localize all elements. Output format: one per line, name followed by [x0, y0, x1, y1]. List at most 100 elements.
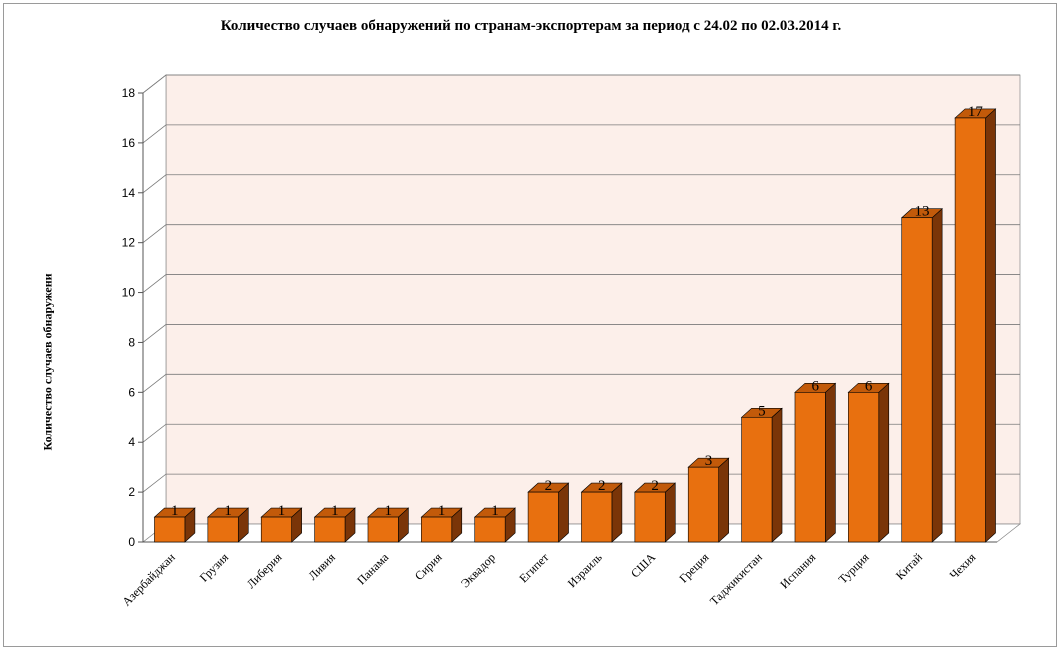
bar — [740, 407, 783, 543]
gridline — [142, 324, 1020, 343]
gridline — [142, 274, 1020, 293]
category-label: Греция — [676, 550, 712, 586]
gridline — [142, 224, 1020, 243]
data-labels: 1 1 1 1 1 1 1 2 2 2 3 5 6 6 13 17 — [171, 104, 983, 519]
bar — [313, 507, 356, 543]
bar-side — [878, 382, 890, 543]
gridline — [142, 74, 1020, 94]
bar — [900, 208, 943, 543]
bar-front — [314, 516, 346, 543]
category-label: Египет — [516, 550, 552, 586]
bar-front — [260, 516, 292, 543]
bar — [847, 382, 890, 543]
chart-title: Количество случаев обнаружений по страна… — [220, 18, 842, 34]
bar — [580, 482, 623, 543]
bar-front — [794, 392, 826, 543]
back-wall — [165, 74, 1021, 525]
y-tick-label: 6 — [128, 385, 135, 399]
grid-lines — [142, 74, 1020, 493]
category-label: Испания — [777, 550, 818, 591]
gridline — [142, 423, 1020, 443]
bar-front — [207, 516, 239, 543]
bar-front — [421, 516, 453, 543]
bar-side — [771, 407, 783, 543]
data-label: 1 — [384, 503, 392, 519]
bar-side — [611, 482, 623, 543]
category-label: Китай — [893, 550, 926, 583]
bar-side — [825, 382, 836, 543]
y-tick-label: 4 — [128, 435, 135, 449]
bar-side — [931, 208, 943, 543]
gridline — [142, 124, 1020, 144]
data-label: 2 — [598, 478, 606, 494]
y-tick-label: 12 — [122, 236, 136, 250]
bar-front — [527, 491, 559, 543]
category-label: Израиль — [565, 550, 605, 590]
y-tick-label: 18 — [122, 86, 136, 100]
bar — [153, 507, 196, 543]
bar — [954, 108, 997, 543]
data-label: 6 — [865, 378, 873, 394]
y-tick-label: 0 — [128, 535, 135, 549]
gridline — [142, 473, 1020, 493]
gridline — [142, 174, 1020, 194]
bar-front — [741, 416, 773, 543]
bar — [207, 507, 250, 543]
category-labels: Азербайджан Грузия Либерия Ливия Панама Сирия… — [119, 550, 978, 609]
category-label: Турция — [836, 550, 872, 586]
bar-front — [474, 516, 506, 543]
category-label: США — [628, 550, 658, 580]
category-label: Чехия — [947, 550, 979, 582]
bar-side — [664, 482, 676, 543]
bar — [473, 507, 516, 543]
bar — [527, 482, 570, 543]
y-tick-labels: 0 2 4 6 8 10 12 14 16 18 — [122, 86, 136, 549]
y-tick-label: 14 — [122, 186, 136, 200]
y-tick-label: 2 — [128, 485, 135, 499]
bar-side — [718, 457, 729, 543]
bar — [367, 507, 410, 543]
category-label: Азербайджан — [119, 550, 178, 609]
bar — [687, 457, 730, 543]
bar — [634, 482, 677, 543]
data-label: 6 — [811, 378, 819, 394]
category-label: Эквадор — [458, 550, 498, 590]
bar-front — [634, 491, 666, 543]
category-label: Таджикистан — [707, 550, 765, 608]
y-tick-label: 10 — [122, 286, 136, 300]
bars — [153, 108, 997, 543]
data-label: 1 — [331, 503, 339, 519]
category-label: Грузия — [197, 550, 232, 585]
data-label: 1 — [224, 503, 232, 519]
bar-front — [581, 491, 613, 543]
category-label: Панама — [354, 550, 392, 588]
data-label: 13 — [914, 204, 929, 220]
y-tick-label: 16 — [122, 136, 136, 150]
data-label: 1 — [438, 503, 446, 519]
data-label: 2 — [651, 478, 659, 494]
bar — [260, 507, 303, 543]
data-label: 2 — [545, 478, 553, 494]
y-tick-label: 8 — [128, 335, 135, 349]
bar-front — [901, 217, 933, 543]
data-label: 3 — [705, 453, 713, 469]
bar-front — [367, 516, 399, 543]
category-label: Либерия — [244, 550, 285, 591]
data-label: 1 — [171, 503, 179, 519]
bar-front — [154, 516, 186, 543]
data-label: 1 — [278, 503, 286, 519]
bar-front — [687, 466, 719, 543]
bar-front — [954, 117, 986, 543]
data-label: 1 — [491, 503, 499, 519]
bar-side — [558, 482, 569, 543]
bar — [420, 507, 463, 543]
gridline — [142, 373, 1020, 393]
category-label: Ливия — [305, 550, 338, 583]
bar-front — [848, 392, 880, 543]
bar-side — [985, 108, 996, 543]
data-label: 17 — [968, 104, 984, 120]
bar — [794, 382, 837, 543]
category-label: Сирия — [412, 550, 445, 583]
data-label: 5 — [758, 403, 766, 419]
